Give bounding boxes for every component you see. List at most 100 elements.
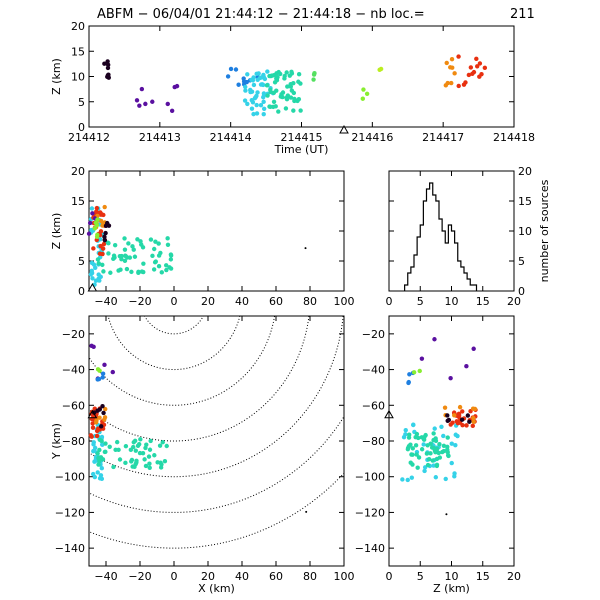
height-plan-point [467, 419, 472, 424]
height-plan-point [431, 463, 436, 468]
x-height-point [99, 211, 104, 217]
plan-view-point [162, 458, 168, 464]
height-plan-point [433, 475, 439, 480]
height-plan-point [456, 412, 462, 418]
height-plan-ytick-label: −60 [362, 399, 385, 412]
time-height-point [282, 73, 287, 79]
x-height-point [123, 253, 129, 259]
time-height-point [249, 106, 255, 111]
time-height-point [284, 97, 290, 102]
time-height-point [251, 111, 256, 117]
plan-view-xtick-label: −40 [94, 570, 117, 583]
height-plan-point [419, 447, 425, 452]
height-plan-ytick-label: −20 [362, 328, 385, 341]
height-plan-point [421, 442, 426, 447]
height-plan-point [406, 379, 411, 385]
height-plan-point [416, 455, 422, 460]
height-plan-frame [388, 315, 515, 567]
time-height-point [165, 101, 170, 107]
histogram-right-tick-label: 0 [518, 285, 525, 298]
height-plan-point [405, 446, 411, 452]
plan-view-point [143, 445, 148, 451]
plan-view-point [95, 426, 101, 431]
x-height-point [304, 247, 307, 250]
plan-view-range-rings [89, 316, 344, 549]
x-height-xtick-label: 40 [235, 295, 249, 308]
x-height-point [100, 251, 105, 257]
plan-view-point [146, 454, 152, 459]
time-height-point [249, 77, 254, 83]
time-height-point [243, 84, 248, 90]
histogram-xtick-label: 10 [445, 295, 459, 308]
height-plan-point [443, 476, 448, 482]
x-height-point [116, 268, 121, 273]
plan-view-station-marker [87, 409, 98, 419]
time-height-points [102, 54, 488, 117]
plan-view-ytick-label: −40 [62, 364, 85, 377]
plan-view-point [100, 375, 105, 380]
height-plan-point [445, 435, 450, 440]
height-plan-point [448, 422, 453, 427]
time-height-point [291, 90, 297, 96]
height-plan-point [411, 370, 417, 375]
height-plan-point [425, 443, 430, 448]
height-plan-point [403, 432, 408, 437]
x-height-point [136, 270, 141, 276]
x-height-point [100, 246, 106, 251]
time-height-point [463, 80, 468, 85]
height-plan-point [413, 443, 419, 448]
plan-view-point [116, 447, 121, 453]
time-height-point [242, 98, 248, 103]
height-plan-point [403, 427, 408, 433]
x-height-ytick-label: 10 [71, 225, 85, 238]
x-height-point [122, 236, 127, 241]
height-plan-xtick-label: 0 [386, 570, 393, 583]
height-plan-point [400, 477, 405, 482]
plan-view-point [102, 362, 107, 368]
x-height-point [153, 259, 158, 264]
plan-view-point [99, 476, 105, 482]
time-height-axes: 214412 214413 214414 214415 214416 214417 2144… [50, 20, 535, 156]
x-height-point [95, 257, 101, 262]
plan-view-point [135, 443, 141, 449]
x-height-xtick-label: 100 [334, 295, 355, 308]
x-height-point [167, 265, 172, 270]
plan-view-xlabel: X (km) [198, 582, 235, 595]
x-height-point [90, 211, 95, 216]
x-height-xtick-label: 0 [171, 295, 178, 308]
time-height-point [225, 74, 231, 79]
x-height-ylabel: Z (km) [50, 213, 63, 250]
height-plan-point [445, 413, 450, 418]
x-height-point [168, 257, 174, 262]
height-plan-point [422, 434, 427, 440]
x-height-point [102, 237, 108, 243]
x-height-point [90, 276, 95, 281]
x-height-point [95, 217, 100, 222]
time-height-point [275, 74, 280, 80]
height-plan-point [453, 442, 458, 448]
plan-view-ylabel: Y (km) [50, 423, 63, 460]
plan-view-point [123, 443, 129, 449]
plan-view-point [90, 471, 96, 477]
histogram-xtick-label: 15 [476, 295, 490, 308]
x-height-point [126, 241, 131, 246]
time-height-point [105, 74, 110, 80]
histogram-ylabel: number of sources [538, 179, 551, 282]
time-height-point [466, 72, 472, 78]
plan-view-point [137, 450, 143, 456]
time-height-xlabel: Time (UT) [274, 143, 329, 156]
time-height-point [271, 72, 277, 78]
time-height-point [449, 56, 455, 62]
x-height-point [96, 261, 101, 266]
time-height-point [105, 59, 110, 64]
time-height-point [139, 86, 145, 92]
time-height-point [285, 93, 291, 98]
time-height-point [260, 82, 266, 88]
x-height-point [130, 244, 135, 249]
height-plan-point [453, 432, 458, 437]
plan-view-point [155, 460, 160, 465]
height-plan-point [425, 462, 431, 468]
histogram-xtick-label: 0 [386, 295, 393, 308]
plan-view-point [99, 438, 104, 444]
x-height-point [94, 205, 100, 211]
